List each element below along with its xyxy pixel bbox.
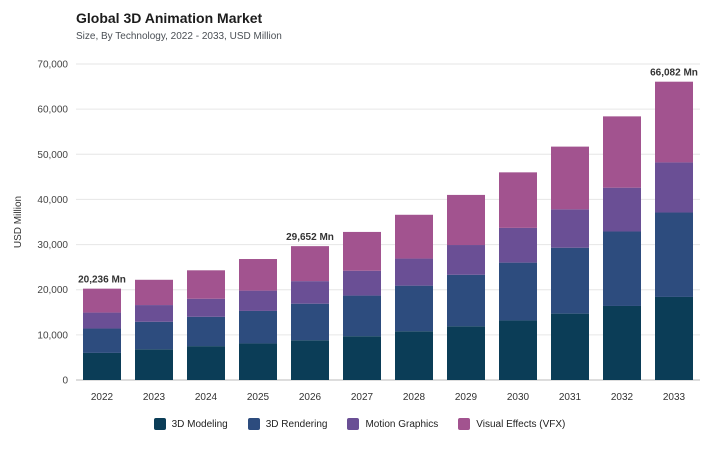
legend-swatch (458, 418, 471, 430)
bar-segment-motion-graphics (655, 162, 693, 213)
bar-segment-motion-graphics (447, 245, 485, 275)
total-annotation: 20,236 Mn (78, 275, 126, 286)
legend-swatch (153, 418, 166, 430)
bar-segment-motion-graphics (239, 290, 277, 311)
y-tick-label: 0 (62, 376, 68, 387)
bar-segment-3d-modeling (655, 296, 693, 380)
x-tick-label: 2026 (299, 392, 322, 403)
x-tick-label: 2031 (559, 392, 582, 403)
y-tick-label: 10,000 (37, 330, 68, 341)
x-tick-label: 2027 (351, 392, 374, 403)
legend-label: 3D Rendering (265, 418, 328, 430)
x-tick-label: 2029 (455, 392, 478, 403)
bar-segment-visual-effects-vfx (83, 288, 121, 313)
legend-label: Motion Graphics (365, 418, 439, 430)
bar-segment-3d-modeling (447, 326, 485, 380)
bar-segment-3d-modeling (83, 352, 121, 380)
y-tick-label: 30,000 (37, 240, 68, 251)
total-annotation: 66,082 Mn (650, 68, 698, 79)
bar-segment-3d-modeling (135, 349, 173, 380)
bar-segment-motion-graphics (551, 209, 589, 248)
bar-segment-visual-effects-vfx (395, 214, 433, 259)
bar-segment-3d-rendering (447, 274, 485, 327)
x-tick-label: 2028 (403, 392, 426, 403)
chart-title: Global 3D Animation Market (76, 10, 263, 26)
x-tick-label: 2024 (195, 392, 218, 403)
bar-segment-motion-graphics (343, 270, 381, 296)
bar-segment-3d-modeling (239, 343, 277, 380)
y-tick-label: 50,000 (37, 150, 68, 161)
total-annotation: 29,652 Mn (286, 232, 334, 243)
bar-segment-motion-graphics (499, 227, 537, 263)
bar-segment-visual-effects-vfx (447, 194, 485, 246)
bar-segment-motion-graphics (187, 298, 225, 317)
bar-segment-3d-rendering (291, 303, 329, 341)
bar-segment-3d-modeling (499, 320, 537, 380)
bar-segment-3d-rendering (655, 212, 693, 297)
bar-segment-visual-effects-vfx (239, 259, 277, 291)
bar-segment-motion-graphics (135, 305, 173, 322)
y-axis-label: USD Million (13, 196, 24, 248)
bar-segment-3d-rendering (83, 328, 121, 353)
x-tick-label: 2033 (663, 392, 686, 403)
bar-segment-motion-graphics (395, 258, 433, 286)
legend-item: 3D Rendering (247, 418, 328, 430)
x-tick-label: 2032 (611, 392, 634, 403)
bar-segment-motion-graphics (603, 187, 641, 232)
y-tick-label: 60,000 (37, 105, 68, 116)
bar-segment-3d-rendering (603, 231, 641, 306)
x-tick-label: 2025 (247, 392, 270, 403)
bar-segment-3d-rendering (343, 295, 381, 337)
bar-segment-3d-rendering (395, 285, 433, 332)
bar-segment-3d-rendering (551, 247, 589, 314)
bar-segment-visual-effects-vfx (499, 172, 537, 228)
bar-segment-3d-rendering (187, 316, 225, 347)
bar-segment-3d-modeling (395, 331, 433, 380)
bar-segment-visual-effects-vfx (603, 116, 641, 188)
legend-swatch (247, 418, 260, 430)
bar-segment-3d-modeling (343, 336, 381, 380)
x-tick-label: 2030 (507, 392, 530, 403)
bar-segment-3d-modeling (603, 305, 641, 380)
bar-segment-visual-effects-vfx (551, 146, 589, 210)
legend-item: Motion Graphics (347, 418, 438, 430)
bar-segment-3d-rendering (239, 310, 277, 344)
legend-label: 3D Modeling (171, 418, 228, 430)
y-tick-label: 20,000 (37, 285, 68, 296)
bar-segment-3d-rendering (499, 262, 537, 321)
bar-segment-3d-modeling (291, 340, 329, 380)
bar-segment-visual-effects-vfx (291, 246, 329, 282)
legend-item: 3D Modeling (153, 418, 228, 430)
bar-segment-3d-rendering (135, 321, 173, 350)
bar-segment-motion-graphics (83, 312, 121, 329)
y-tick-label: 70,000 (37, 60, 68, 71)
bar-segment-visual-effects-vfx (343, 231, 381, 271)
bar-segment-3d-modeling (187, 346, 225, 380)
x-tick-label: 2022 (91, 392, 114, 403)
legend-item: Visual Effects (VFX) (458, 418, 565, 430)
legend-swatch (347, 418, 360, 430)
bar-segment-motion-graphics (291, 281, 329, 304)
y-tick-label: 40,000 (37, 195, 68, 206)
x-tick-label: 2023 (143, 392, 166, 403)
bar-segment-visual-effects-vfx (655, 81, 693, 163)
chart-subtitle: Size, By Technology, 2022 - 2033, USD Mi… (76, 31, 282, 42)
bar-segment-visual-effects-vfx (135, 279, 173, 306)
bar-segment-3d-modeling (551, 313, 589, 380)
chart-legend: 3D Modeling 3D Rendering Motion Graphics Vi… (0, 418, 719, 430)
bar-segment-visual-effects-vfx (187, 270, 225, 299)
legend-label: Visual Effects (VFX) (476, 418, 566, 430)
